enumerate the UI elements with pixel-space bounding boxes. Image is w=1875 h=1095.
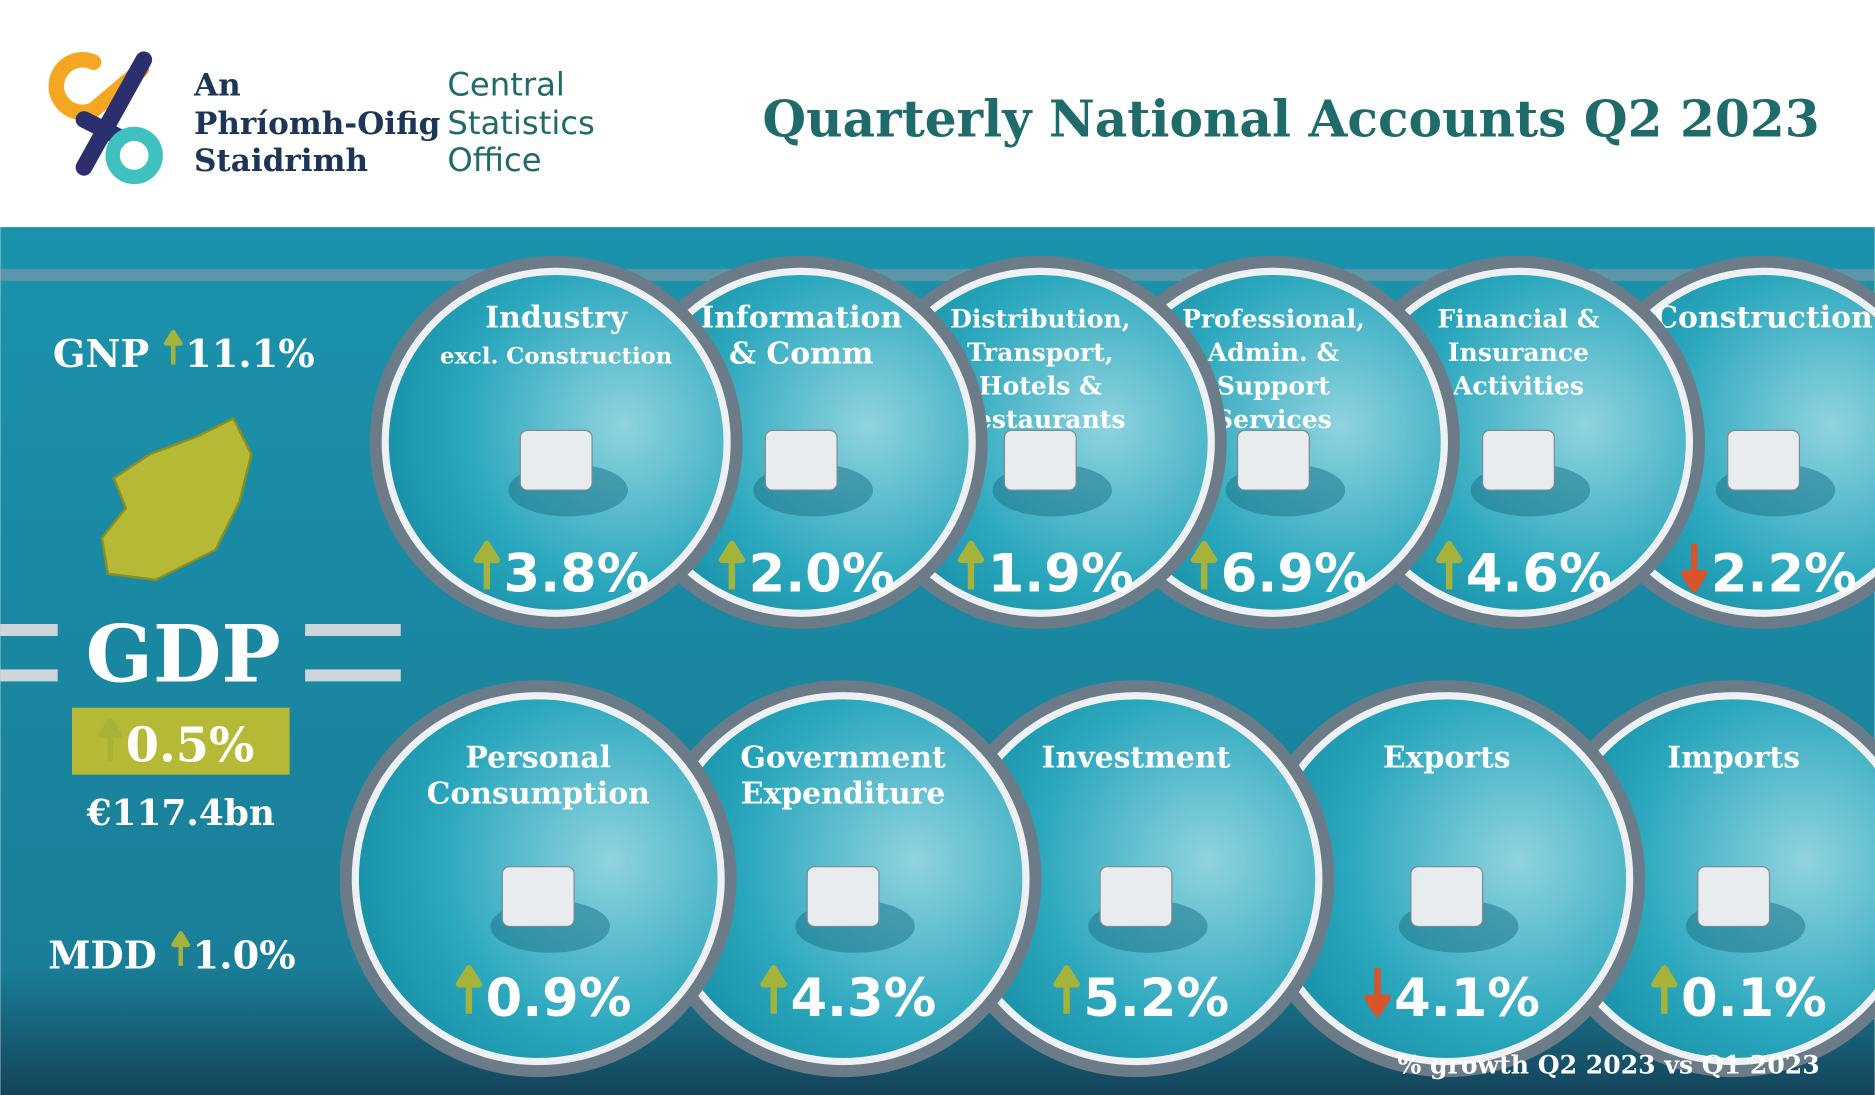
card-label: Personal — [465, 740, 611, 775]
icon — [1697, 866, 1771, 928]
metric-value: 11.1% — [185, 332, 315, 377]
card-label: & Comm — [729, 336, 873, 371]
arrow — [473, 540, 501, 590]
arrow — [1364, 968, 1391, 1017]
arrow — [1190, 540, 1218, 590]
card-label: Exports — [1383, 740, 1511, 775]
sector-row: Construction 2.2% Financial &InsuranceActi… — [369, 255, 1875, 629]
arrow — [957, 540, 985, 590]
gdp-amount: €117.4bn — [86, 792, 275, 834]
card-label: Hotels & — [979, 370, 1102, 400]
card-label: Financial & — [1437, 304, 1599, 334]
card-value: 0.9% — [486, 968, 632, 1029]
card-label: Government — [740, 740, 946, 775]
card-label: Activities — [1452, 370, 1584, 400]
card-value: 5.2% — [1083, 968, 1229, 1029]
logo-text: Phríomh-Oifig — [194, 106, 440, 142]
arrow — [163, 329, 183, 365]
icon — [1727, 429, 1800, 491]
card-label: Information — [700, 301, 902, 336]
card-value: 6.9% — [1221, 544, 1367, 605]
icon — [806, 866, 880, 928]
footnote: % growth Q2 2023 vs Q1 2023 — [1397, 1049, 1819, 1079]
card-label: Expenditure — [741, 776, 946, 811]
icon — [1236, 429, 1310, 491]
card-value: 2.2% — [1711, 544, 1857, 605]
gdp-label: GDP — [86, 607, 281, 700]
card-value: 4.1% — [1394, 968, 1540, 1029]
card-label: Distribution, — [950, 304, 1130, 334]
card-label: Imports — [1667, 740, 1800, 775]
arrow — [760, 965, 787, 1014]
metric-label: GNP — [53, 332, 149, 377]
icon — [1099, 866, 1173, 928]
icon — [519, 429, 593, 491]
logo-text: Statistics — [447, 104, 595, 142]
arrow — [1681, 543, 1708, 593]
card-label: Admin. & — [1207, 337, 1340, 367]
summary: GNP 11.1% MDD 1.0% GDP 0.5% €117.4bn — [0, 329, 401, 978]
arrow — [1053, 965, 1080, 1014]
icon — [1003, 429, 1077, 491]
card-value: 4.6% — [1466, 544, 1612, 605]
logo-text: Staidrimh — [194, 143, 368, 179]
expenditure-row: Imports 0.1% Exports 4.1% Investment 5.2% Gove… — [339, 680, 1875, 1078]
arrow — [171, 931, 191, 966]
logo-text: Office — [447, 141, 541, 179]
logo — [48, 51, 163, 185]
gdp-value: 0.5% — [126, 717, 255, 773]
card: Industry excl. Construction 3.8% — [369, 255, 743, 629]
icon — [764, 429, 838, 491]
card-label: Industry — [485, 301, 629, 336]
card-label: Investment — [1042, 740, 1231, 775]
arrow — [718, 540, 746, 590]
icon — [1482, 429, 1555, 491]
card: Imports 0.1% — [1535, 680, 1875, 1078]
band — [0, 268, 1875, 281]
metric-label: MDD — [48, 933, 157, 978]
card-value: 3.8% — [504, 544, 650, 605]
card: Investment 5.2% — [937, 680, 1335, 1078]
arrow — [98, 717, 123, 762]
title: Quarterly National Accounts Q2 2023 — [762, 89, 1819, 148]
card: Exports 4.1% — [1248, 680, 1646, 1078]
icon — [1410, 866, 1484, 928]
card-label: Services — [1215, 404, 1332, 434]
card-label: Construction — [1654, 301, 1873, 336]
card-label: Support — [1217, 370, 1330, 400]
icon — [501, 866, 575, 928]
card-value: 4.3% — [790, 968, 936, 1029]
arrow — [1435, 540, 1463, 590]
card-label: Insurance — [1448, 337, 1589, 367]
arrow — [455, 965, 483, 1014]
logo-text: An — [193, 68, 241, 104]
card-value: 0.1% — [1681, 968, 1827, 1029]
card-label: Professional, — [1182, 304, 1365, 334]
card-value: 2.0% — [749, 544, 895, 605]
card-value: 1.9% — [988, 544, 1134, 605]
map — [100, 416, 253, 582]
card-label: excl. Construction — [440, 343, 672, 369]
arrow — [1651, 965, 1678, 1014]
card-label: Transport, — [967, 337, 1114, 367]
logo-text: Central — [447, 66, 564, 104]
card-label: Consumption — [427, 776, 651, 811]
metric-value: 1.0% — [193, 933, 296, 978]
